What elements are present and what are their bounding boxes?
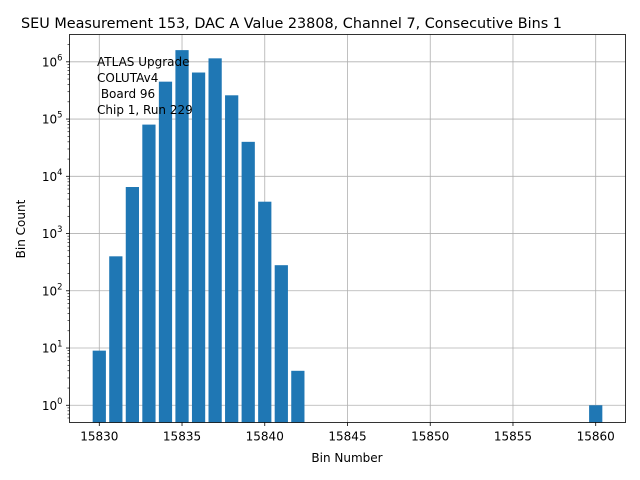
- y-tick-label: 100: [42, 396, 63, 413]
- annotation-line: Chip 1, Run 229: [97, 103, 193, 117]
- bar: [241, 141, 255, 423]
- bar: [125, 187, 139, 423]
- x-axis: 15830 15835 15840 15845 15850 15855 15860: [80, 422, 615, 444]
- x-tick-label: 15830: [80, 430, 118, 444]
- x-tick-label: 15860: [577, 430, 615, 444]
- bar: [142, 124, 156, 423]
- x-tick-label: 15845: [328, 430, 366, 444]
- bar: [158, 81, 173, 423]
- bar: [225, 95, 239, 423]
- x-axis-label: Bin Number: [311, 451, 382, 465]
- bar: [208, 58, 222, 423]
- y-tick-label: 101: [42, 339, 63, 356]
- bar: [258, 201, 272, 423]
- y-tick-label: 104: [42, 167, 63, 184]
- bar: [175, 50, 189, 423]
- chart-annotation: ATLAS Upgrade COLUTAv4 Board 96 Chip 1, Ru…: [97, 55, 193, 117]
- y-tick-label: 106: [42, 52, 63, 69]
- y-axis-label: Bin Count: [14, 199, 28, 258]
- annotation-line: COLUTAv4: [97, 71, 158, 85]
- bar: [92, 350, 106, 423]
- annotation-line: ATLAS Upgrade: [97, 55, 190, 69]
- x-tick-label: 15850: [411, 430, 449, 444]
- x-tick-label: 15835: [163, 430, 201, 444]
- x-tick-label: 15855: [494, 430, 532, 444]
- bar: [109, 256, 123, 423]
- y-tick-label: 105: [42, 110, 63, 127]
- plot-frame: [69, 34, 626, 423]
- bar: [191, 72, 206, 423]
- bar: [274, 265, 288, 423]
- y-axis: 100 101 102 103 104 105 106: [42, 44, 70, 419]
- bars: [92, 50, 603, 423]
- x-tick-label: 15840: [246, 430, 284, 444]
- chart-title: SEU Measurement 153, DAC A Value 23808, …: [21, 16, 562, 32]
- annotation-line: Board 96: [97, 87, 155, 101]
- bar: [589, 405, 603, 423]
- y-tick-label: 103: [42, 224, 63, 241]
- bar: [291, 370, 305, 423]
- y-tick-label: 102: [42, 281, 63, 298]
